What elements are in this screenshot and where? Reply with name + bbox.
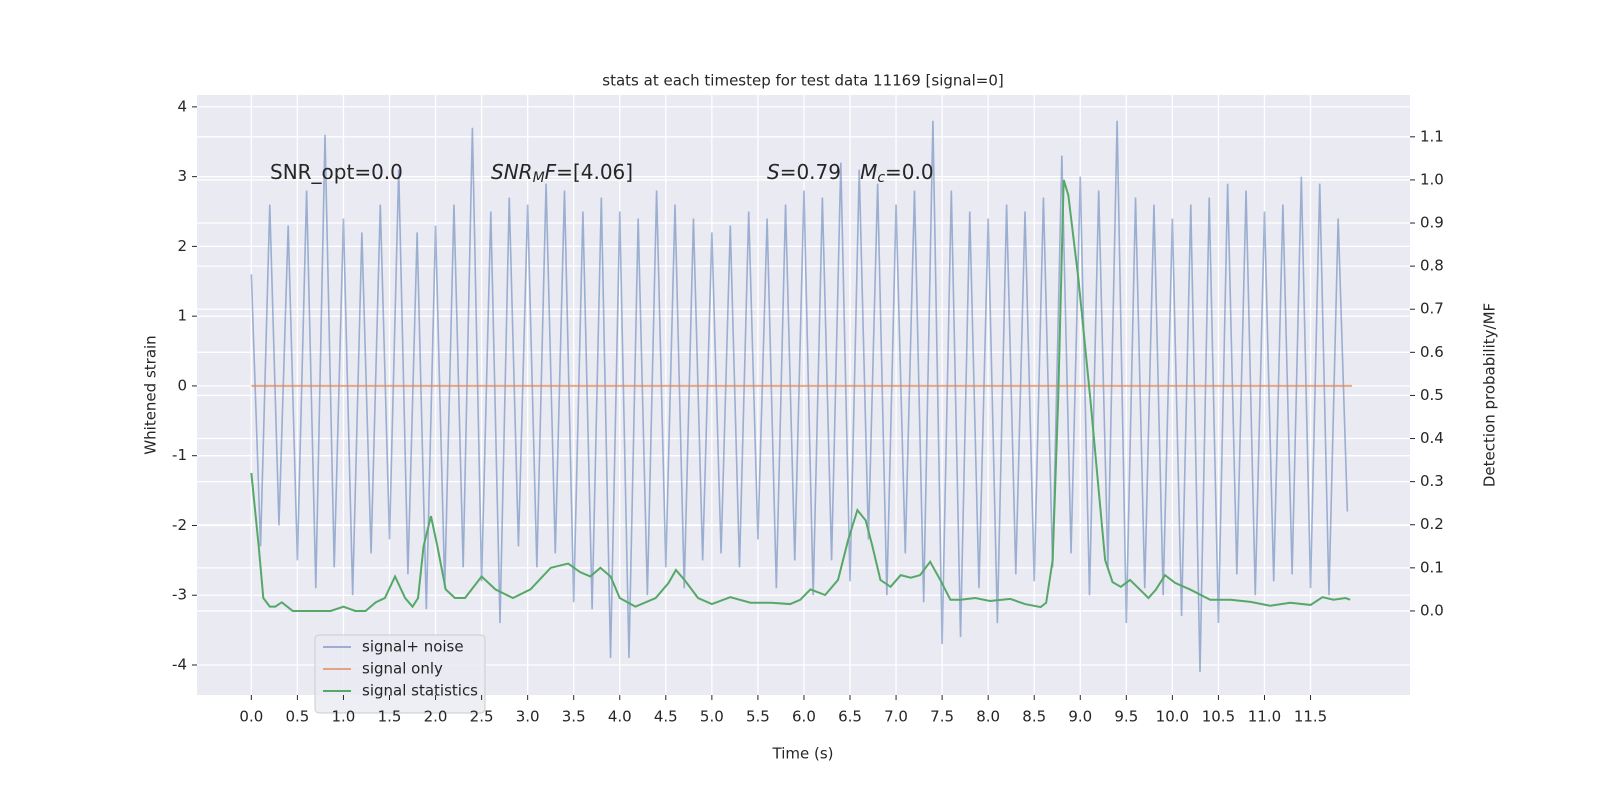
- series-line: [250, 179, 1351, 612]
- annotation-part: =0.79: [780, 160, 860, 184]
- x-tick-label: 4.0: [608, 708, 632, 726]
- y-tick-label: 4: [177, 97, 187, 115]
- marks: [250, 120, 1352, 672]
- y-tick-label: -3: [172, 586, 187, 604]
- x-tick-label: 1.0: [332, 708, 356, 726]
- y2-tick-label: 0.5: [1420, 386, 1444, 404]
- annotation-part: S: [767, 160, 780, 184]
- y2-tick-label: 1.1: [1420, 127, 1444, 145]
- annotation-part: =[4.06]: [556, 160, 633, 184]
- annotation-part: SNR: [491, 160, 533, 184]
- annotation-part: M: [533, 170, 545, 186]
- annotation-part: c: [877, 170, 885, 186]
- legend-label: signal only: [362, 660, 443, 678]
- y2-tick-label: 0.1: [1420, 558, 1444, 576]
- x-tick-label: 0.0: [239, 708, 263, 726]
- x-tick-label: 6.0: [792, 708, 816, 726]
- legend: signal+ noise signal only signal statistic…: [314, 634, 486, 714]
- annotation-part: F: [545, 160, 557, 184]
- series-line: [250, 120, 1349, 672]
- x-tick-label: 7.5: [930, 708, 954, 726]
- y2-tick-label: 0.8: [1420, 257, 1444, 275]
- x-tick-label: 1.5: [378, 708, 402, 726]
- x-tick-label: 9.0: [1068, 708, 1092, 726]
- annotation: S=0.79 Mc=0.0: [767, 160, 934, 187]
- x-tick-label: 0.5: [285, 708, 309, 726]
- y-axis-label: Whitened strain: [142, 335, 160, 454]
- y2-axis-label: Detection probability/MF: [1481, 303, 1499, 487]
- x-tick-label: 10.5: [1202, 708, 1235, 726]
- y-tick-label: 3: [177, 167, 187, 185]
- y2-tick-label: 0.6: [1420, 343, 1444, 361]
- y-tick-label: 2: [177, 237, 187, 255]
- x-tick-label: 5.5: [746, 708, 770, 726]
- y-tick-label: 1: [177, 307, 187, 325]
- x-tick-label: 8.0: [976, 708, 1000, 726]
- x-tick-label: 3.5: [562, 708, 586, 726]
- x-tick-label: 4.5: [654, 708, 678, 726]
- x-tick-label: 9.5: [1114, 708, 1138, 726]
- x-tick-label: 8.5: [1022, 708, 1046, 726]
- x-tick-label: 11.5: [1294, 708, 1327, 726]
- y2-tick-label: 0.0: [1420, 601, 1444, 619]
- x-axis-label: Time (s): [772, 745, 834, 763]
- x-tick-label: 5.0: [700, 708, 724, 726]
- x-tick-label: 11.0: [1248, 708, 1281, 726]
- annotation: SNRMF=[4.06]: [491, 160, 633, 187]
- x-tick-label: 7.0: [884, 708, 908, 726]
- x-tick-label: 2.0: [424, 708, 448, 726]
- y2-tick-label: 0.7: [1420, 300, 1444, 318]
- legend-box: [314, 634, 486, 714]
- legend-label: signal statistics: [362, 682, 478, 700]
- x-tick-label: 10.0: [1156, 708, 1189, 726]
- x-tick-label: 6.5: [838, 708, 862, 726]
- x-tick-label: 3.0: [516, 708, 540, 726]
- y-tick-label: -4: [172, 656, 187, 674]
- y-tick-label: -1: [172, 446, 187, 464]
- y2-tick-label: 0.2: [1420, 515, 1444, 533]
- legend-label: signal+ noise: [362, 638, 464, 656]
- chart-title: stats at each timestep for test data 111…: [602, 72, 1003, 90]
- y2-tick-label: 0.9: [1420, 214, 1444, 232]
- annotation: SNR_opt=0.0: [270, 160, 403, 184]
- annotation-part: =0.0: [885, 160, 934, 184]
- y2-tick-label: 0.4: [1420, 429, 1444, 447]
- y2-tick-label: 0.3: [1420, 472, 1444, 490]
- y2-tick-label: 1.0: [1420, 170, 1444, 188]
- annotation-part: M: [860, 160, 877, 184]
- y-tick-label: 0: [177, 376, 187, 394]
- x-tick-label: 2.5: [470, 708, 494, 726]
- y-tick-label: -2: [172, 516, 187, 534]
- annotation-part: SNR_opt=0.0: [270, 160, 403, 184]
